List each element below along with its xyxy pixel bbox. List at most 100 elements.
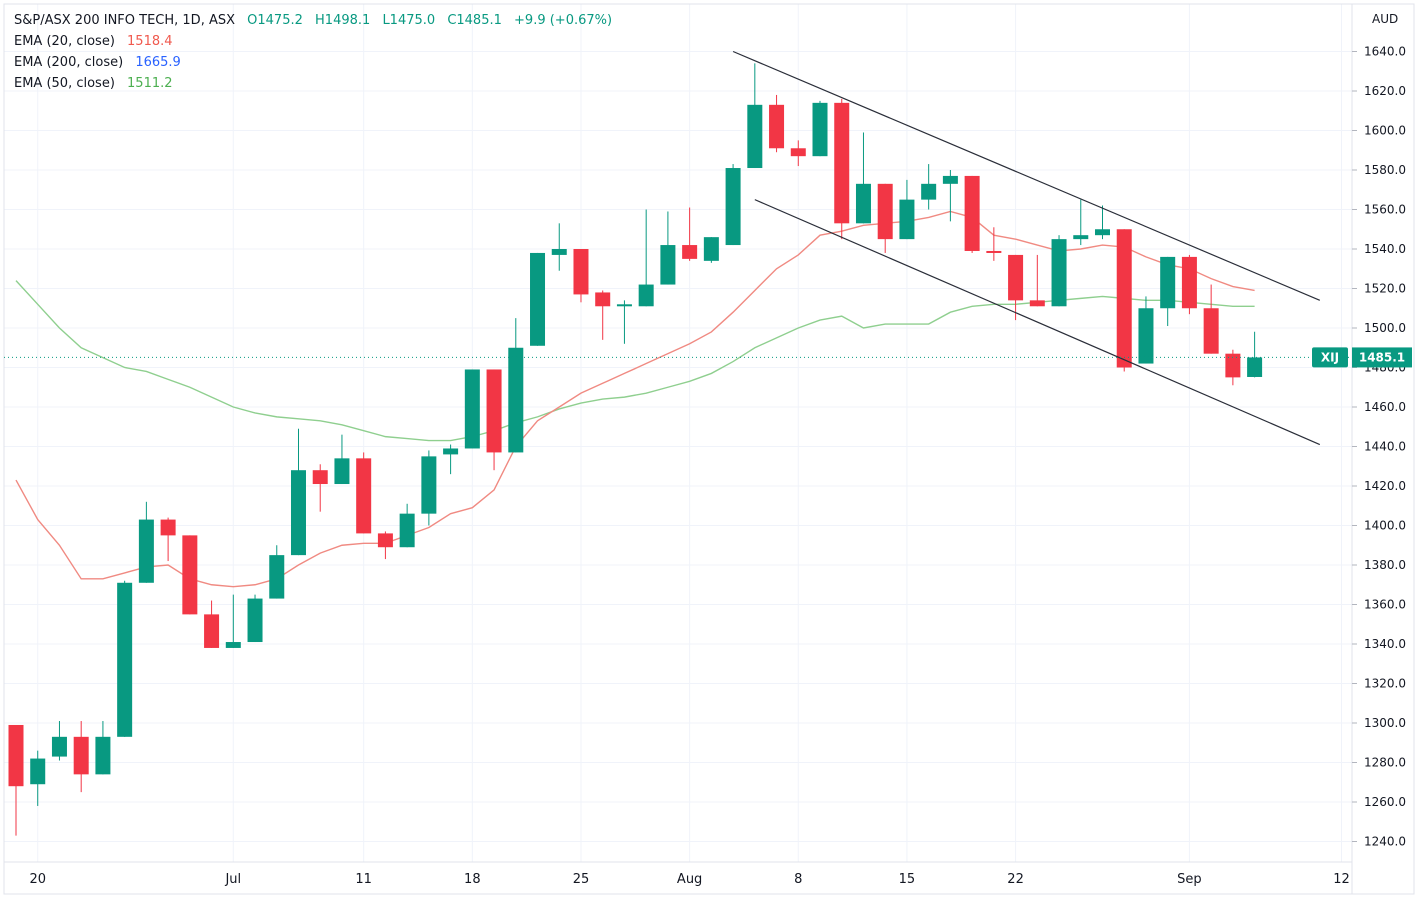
candle-up[interactable]: [508, 318, 524, 453]
candle-body: [725, 168, 741, 246]
close-value: C1485.1: [447, 13, 502, 28]
candle-down[interactable]: [182, 535, 198, 615]
y-tick-label: 1420.0: [1364, 479, 1406, 493]
candle-body: [595, 292, 611, 307]
candle-body: [204, 614, 220, 648]
candle-down[interactable]: [8, 724, 24, 836]
candle-body: [117, 582, 133, 737]
candle-up[interactable]: [421, 450, 437, 526]
candle-down[interactable]: [73, 721, 89, 793]
ema50-value: 1511.2: [127, 76, 173, 91]
ema20-legend[interactable]: EMA (20, close) 1518.4: [14, 31, 612, 52]
y-tick-label: 1320.0: [1364, 677, 1406, 691]
chart-border: [3, 3, 1415, 895]
trend-line-lower-channel[interactable]: [754, 199, 1321, 446]
candle-down[interactable]: [682, 207, 698, 261]
candle-up[interactable]: [855, 132, 871, 224]
candle-up[interactable]: [725, 164, 741, 246]
candle-down[interactable]: [595, 290, 611, 340]
candle-down[interactable]: [1029, 254, 1045, 307]
candle-up[interactable]: [1247, 331, 1263, 378]
candle-down[interactable]: [964, 175, 980, 253]
ema20-line: [15, 210, 1255, 588]
candle-up[interactable]: [399, 503, 415, 548]
candle-up[interactable]: [95, 721, 111, 775]
candle-body: [30, 758, 46, 785]
candle-up[interactable]: [616, 300, 632, 344]
candle-body: [986, 250, 1002, 253]
x-tick-label: 20: [29, 872, 46, 887]
candle-up[interactable]: [899, 179, 915, 240]
candle-down[interactable]: [312, 464, 328, 512]
last-price-badge: [1352, 347, 1412, 368]
candle-up[interactable]: [1051, 235, 1067, 307]
candle-body: [855, 183, 871, 224]
candle-down[interactable]: [986, 227, 1002, 261]
candle-body: [182, 535, 198, 615]
candle-down[interactable]: [160, 517, 176, 562]
candle-down[interactable]: [769, 94, 785, 153]
candle-down[interactable]: [1008, 254, 1024, 321]
candle-down[interactable]: [877, 183, 893, 253]
candle-body: [399, 513, 415, 548]
candle-down[interactable]: [486, 369, 502, 471]
candle-up[interactable]: [638, 209, 654, 307]
candle-body: [421, 456, 437, 514]
candle-body: [312, 470, 328, 485]
candle-down[interactable]: [1225, 349, 1241, 386]
symbol-title: S&P/ASX 200 INFO TECH, 1D, ASX: [14, 13, 236, 28]
x-tick-label: 12: [1333, 872, 1350, 887]
y-tick-label: 1240.0: [1364, 835, 1406, 849]
candle-up[interactable]: [443, 444, 459, 475]
candle-up[interactable]: [703, 237, 719, 263]
trend-layer[interactable]: [732, 50, 1321, 446]
candle-up[interactable]: [1160, 256, 1176, 327]
y-tick-label: 1580.0: [1364, 163, 1406, 177]
candle-up[interactable]: [247, 594, 263, 643]
candle-up[interactable]: [30, 750, 46, 806]
candle-down[interactable]: [1203, 284, 1219, 354]
candle-up[interactable]: [117, 580, 133, 737]
candle-up[interactable]: [530, 252, 546, 346]
candle-body: [921, 183, 937, 200]
y-tick-label: 1460.0: [1364, 400, 1406, 414]
candle-up[interactable]: [51, 721, 67, 761]
last-price-label: 1485.1: [1359, 350, 1405, 364]
x-tick-label: 22: [1007, 872, 1024, 887]
candle-up[interactable]: [1138, 296, 1154, 364]
candle-up[interactable]: [290, 428, 306, 556]
candle-body: [486, 369, 502, 453]
candle-up[interactable]: [747, 63, 763, 169]
candle-up[interactable]: [921, 164, 937, 210]
candle-down[interactable]: [834, 98, 850, 240]
candle-up[interactable]: [138, 501, 154, 583]
y-tick-label: 1260.0: [1364, 795, 1406, 809]
candle-body: [1138, 308, 1154, 364]
currency-label: AUD: [1372, 12, 1398, 26]
candle-down[interactable]: [356, 452, 372, 534]
candle-up[interactable]: [1095, 205, 1110, 240]
candle-up[interactable]: [551, 223, 567, 271]
ema50-legend[interactable]: EMA (50, close) 1511.2: [14, 73, 612, 94]
candle-up[interactable]: [660, 211, 676, 285]
candle-up[interactable]: [1073, 199, 1089, 246]
candle-up[interactable]: [812, 100, 828, 157]
candle-body: [834, 102, 850, 224]
candle-up[interactable]: [269, 545, 285, 599]
candle-down[interactable]: [1181, 254, 1197, 315]
candle-up[interactable]: [942, 170, 958, 222]
candle-down[interactable]: [1116, 229, 1132, 372]
candle-up[interactable]: [464, 369, 480, 449]
ema200-legend[interactable]: EMA (200, close) 1665.9: [14, 52, 612, 73]
candle-body: [942, 175, 958, 184]
candle-down[interactable]: [573, 249, 589, 303]
candle-down[interactable]: [204, 600, 220, 648]
candle-up[interactable]: [334, 434, 350, 485]
y-tick-label: 1540.0: [1364, 242, 1406, 256]
candle-down[interactable]: [790, 140, 806, 167]
candle-up[interactable]: [225, 594, 241, 648]
trend-line-upper-channel[interactable]: [732, 50, 1321, 301]
candle-down[interactable]: [377, 531, 393, 560]
